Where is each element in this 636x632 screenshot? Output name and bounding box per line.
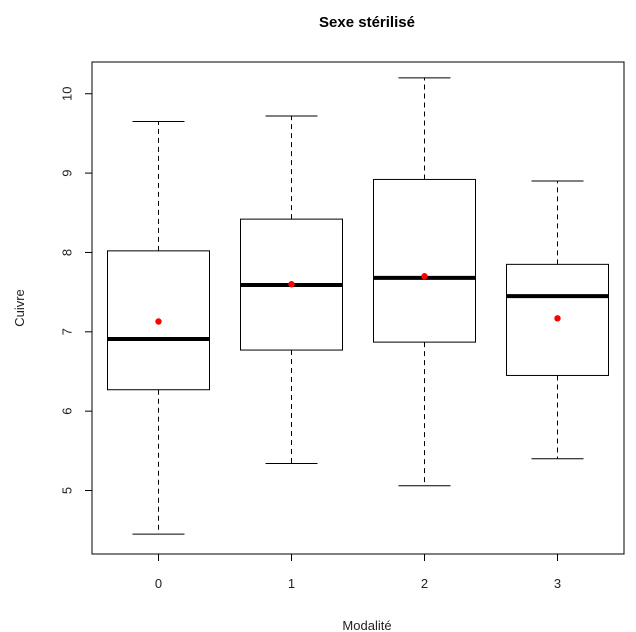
y-tick-label: 10: [59, 87, 74, 101]
chart-title: Sexe stérilisé: [319, 14, 415, 31]
iqr-box: [373, 178, 476, 343]
y-tick-label: 5: [59, 487, 74, 494]
x-tick-label: 0: [155, 576, 162, 591]
y-tick-label: 7: [59, 328, 74, 335]
box-1: [240, 115, 343, 465]
x-tick-label: 1: [288, 576, 295, 591]
box-3: [506, 180, 609, 460]
x-axis-label: Modalité: [342, 618, 391, 632]
y-axis-label: Cuivre: [12, 289, 27, 327]
mean-point: [421, 273, 428, 280]
y-axis: 5 6 7 8 9 10: [59, 87, 93, 494]
y-tick-label: 8: [59, 249, 74, 256]
y-tick-label: 6: [59, 408, 74, 415]
x-tick-label: 2: [421, 576, 428, 591]
x-tick-label: 3: [554, 576, 561, 591]
box-2: [373, 77, 476, 487]
mean-point: [155, 318, 162, 325]
mean-point: [554, 315, 561, 322]
box-0: [107, 121, 210, 535]
boxes: [107, 77, 609, 535]
y-tick-label: 9: [59, 169, 74, 176]
x-axis: 0 1 2 3: [155, 553, 561, 591]
mean-point: [288, 280, 295, 288]
